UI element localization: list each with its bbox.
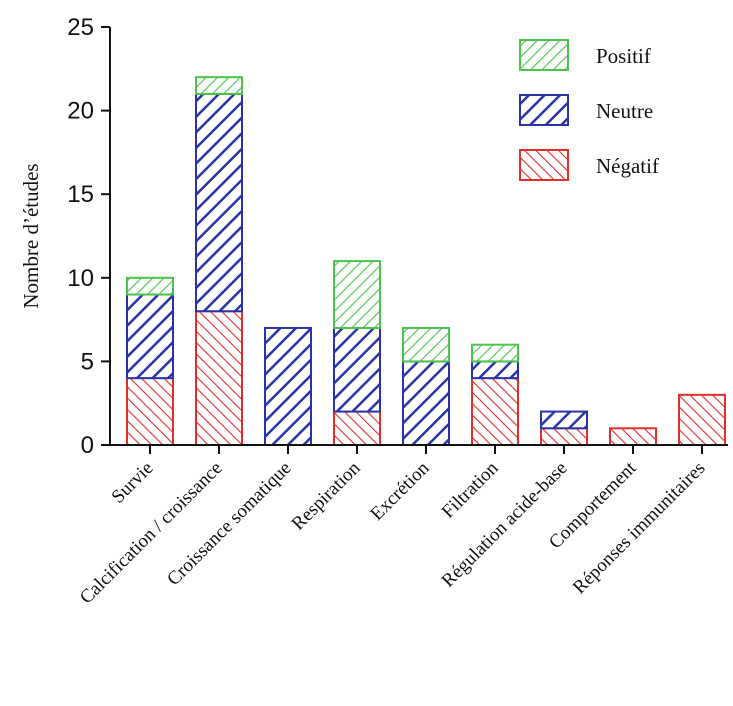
legend-label-positif: Positif: [596, 44, 651, 68]
y-tick-label: 25: [67, 14, 94, 41]
y-tick-label: 0: [81, 432, 94, 459]
y-tick-label: 15: [67, 181, 94, 208]
y-ticks: 0 5 10 15 20 25: [67, 14, 110, 459]
x-tick-label: Survie: [108, 458, 158, 508]
legend: Positif Neutre Négatif: [519, 39, 659, 181]
bar-segment-neutre-0: [126, 293, 174, 380]
bar-segment-négatif-1: [195, 310, 243, 446]
bar-segment-négatif-3: [333, 410, 381, 446]
bar-segment-négatif-0: [126, 377, 174, 446]
legend-label-neutre: Neutre: [596, 99, 653, 123]
bar-segment-neutre-5: [471, 360, 519, 380]
bar-segment-positif-5: [471, 343, 519, 363]
bar-segment-négatif-6: [540, 427, 588, 446]
y-tick-label: 5: [81, 348, 94, 375]
x-tick-label: Réponses immunitaires: [569, 458, 710, 599]
legend-swatch-neutre: [519, 94, 569, 126]
bar-segment-neutre-4: [402, 360, 450, 446]
legend-label-négatif: Négatif: [596, 154, 659, 178]
y-axis-label: Nombre d’études: [19, 163, 43, 308]
x-tick-label: Calcification / croissance: [76, 458, 227, 609]
bar-segment-neutre-1: [195, 92, 243, 313]
bars-layer: [126, 76, 726, 446]
bar-segment-positif-4: [402, 326, 450, 363]
bar-segment-négatif-7: [609, 427, 657, 446]
x-tick-label: Excrétion: [366, 457, 433, 524]
y-tick-label: 10: [67, 265, 94, 292]
bar-segment-neutre-3: [333, 326, 381, 413]
bar-segment-neutre-6: [540, 410, 588, 430]
x-tick-label: Filtration: [438, 457, 503, 522]
bar-segment-négatif-8: [678, 393, 726, 446]
axes-layer: [109, 27, 728, 446]
x-tick-label: Croissance somatique: [163, 458, 295, 590]
bar-segment-neutre-2: [264, 326, 312, 446]
bar-segment-positif-1: [195, 76, 243, 95]
bar-segment-négatif-5: [471, 377, 519, 446]
y-tick-label: 20: [67, 98, 94, 125]
bar-segment-positif-0: [126, 276, 174, 296]
x-tick-label: Respiration: [288, 457, 365, 534]
x-tick-label: Régulation acide-base: [438, 458, 572, 592]
bar-segment-positif-3: [333, 260, 381, 329]
legend-swatch-positif: [519, 39, 569, 71]
legend-swatch-négatif: [519, 149, 569, 181]
